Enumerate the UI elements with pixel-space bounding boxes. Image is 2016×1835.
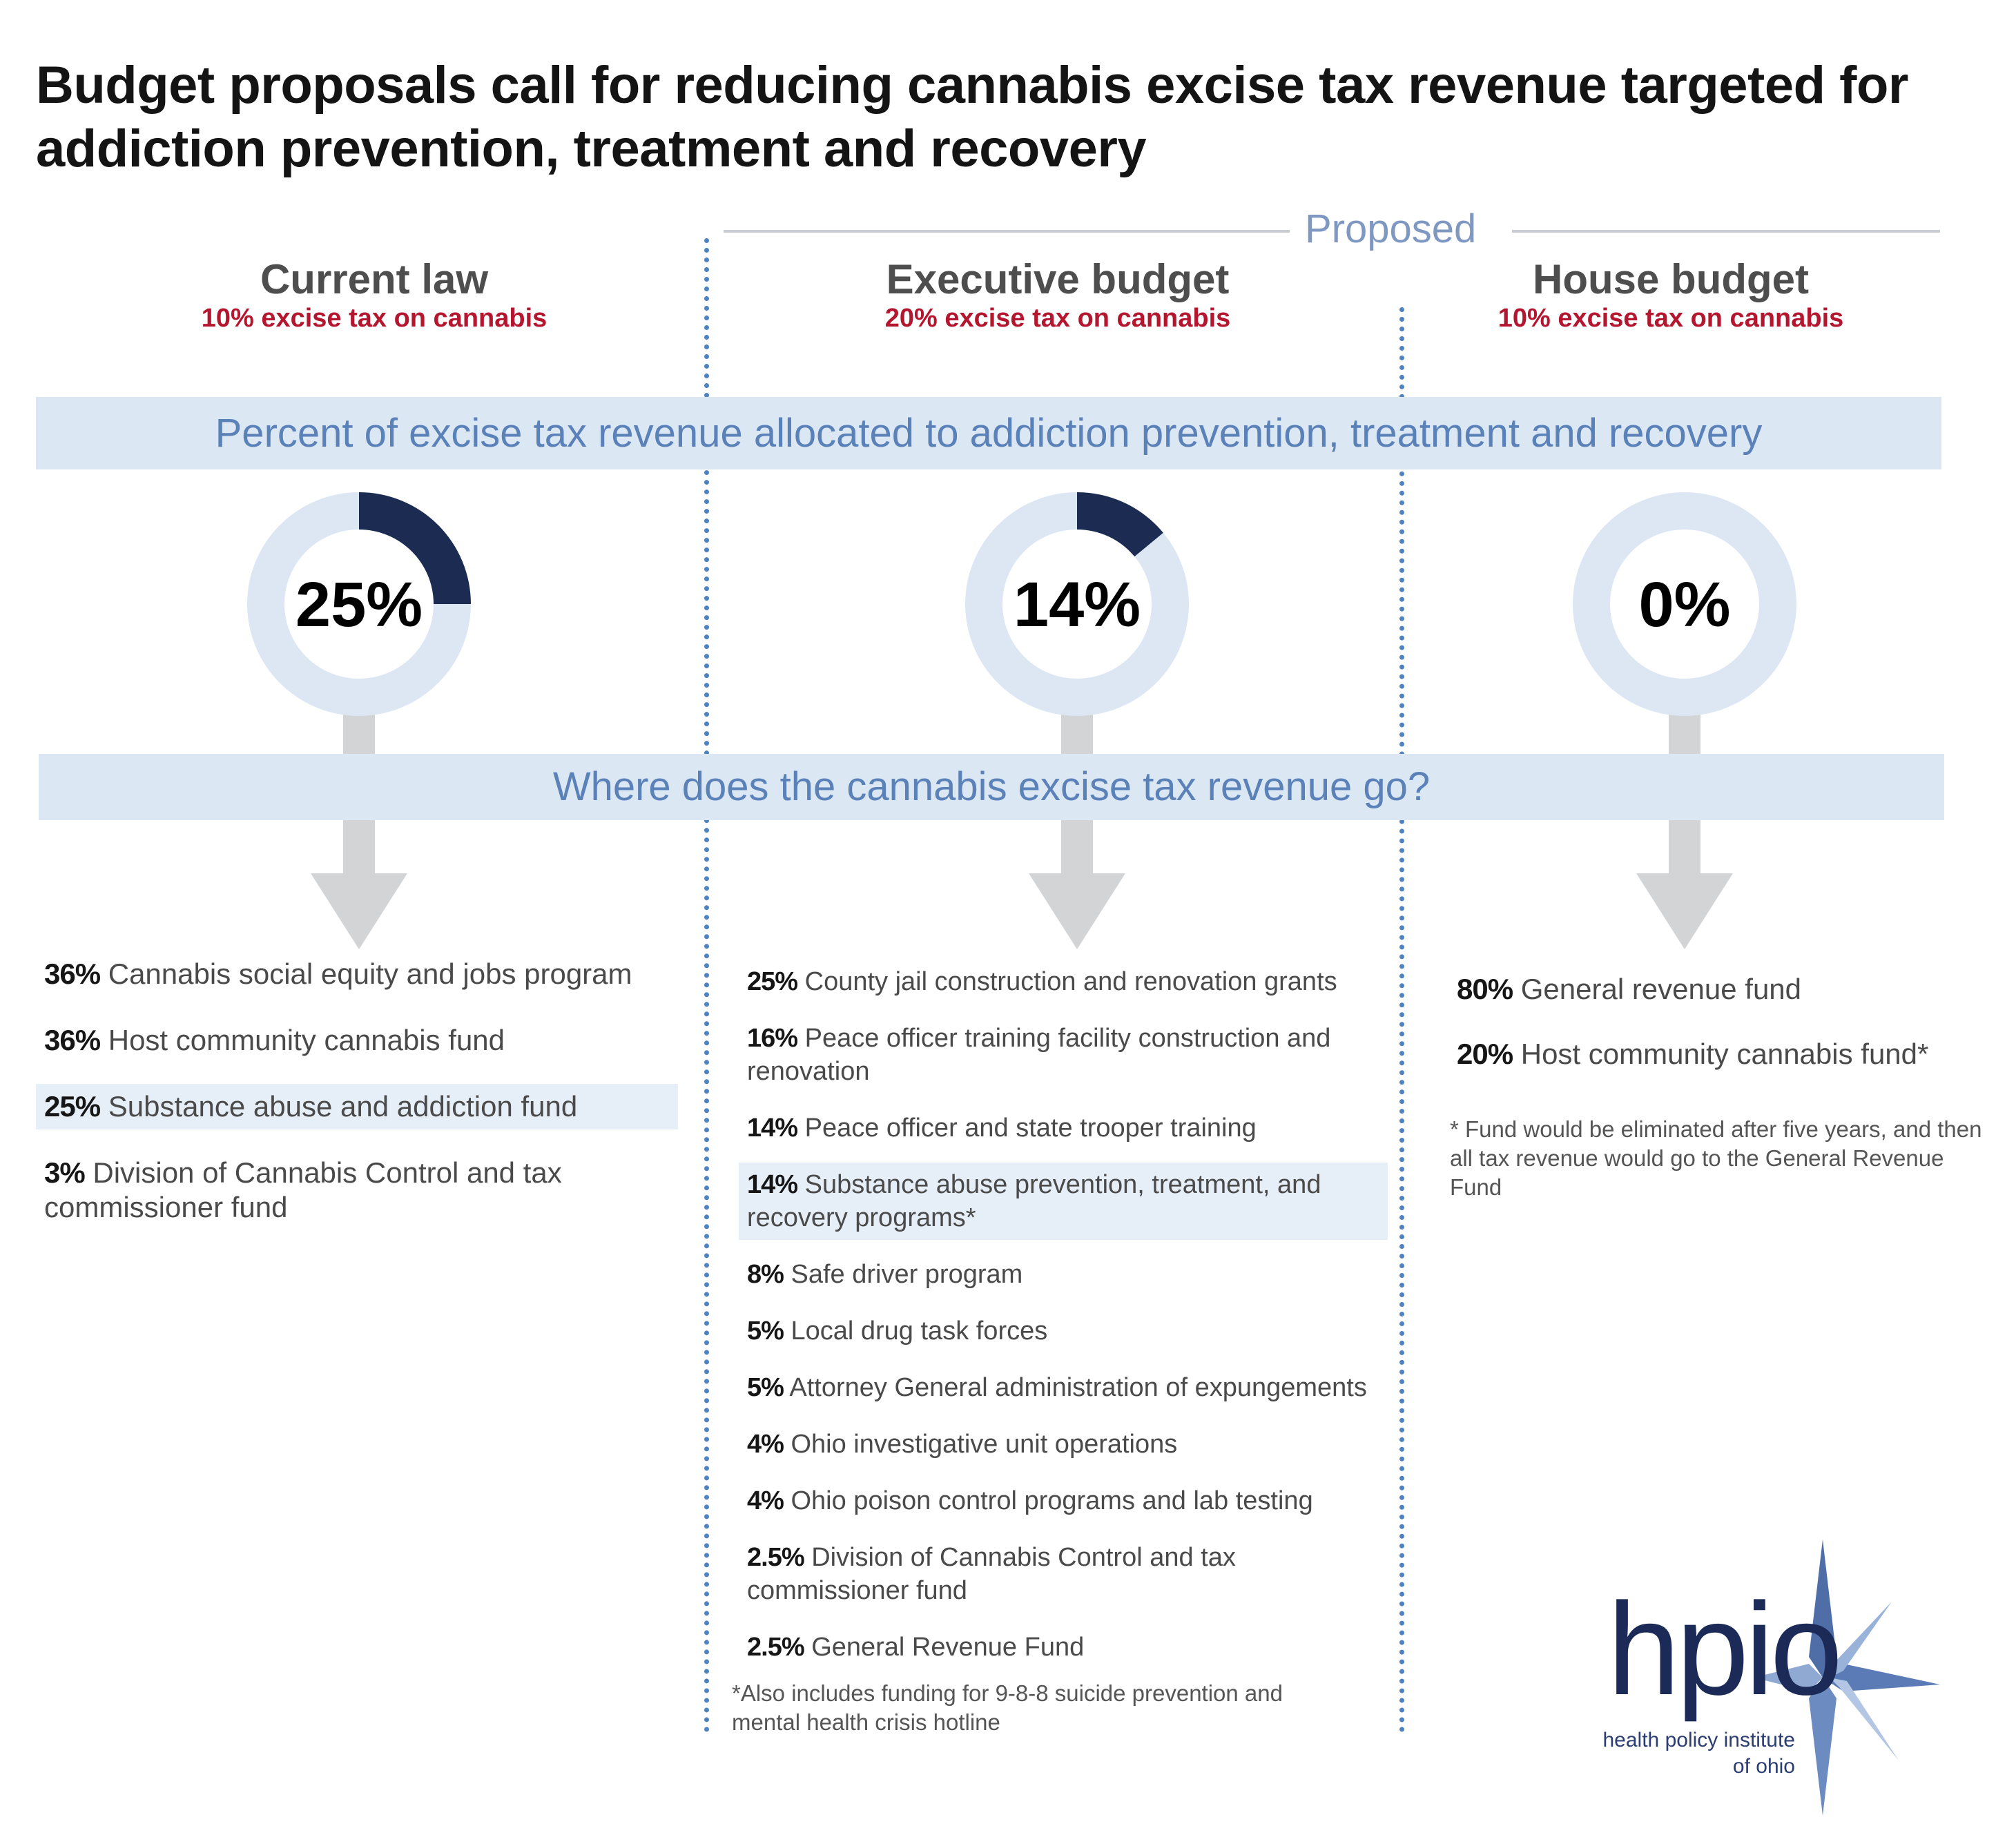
donut-executive-slice (1077, 492, 1163, 557)
page-title: Budget proposals call for reducing canna… (36, 56, 1908, 178)
arrow-house (1636, 697, 1733, 949)
column-heading-current: Current law (260, 256, 489, 302)
list-item: 16% Peace officer training facility cons… (747, 1024, 1331, 1086)
compass-star-icon (1754, 1540, 1940, 1816)
column-heading-house: House budget (1533, 256, 1809, 302)
house-footnote: * Fund would be eliminated after five ye… (1450, 1116, 1982, 1200)
list-item: 5% Attorney General administration of ex… (747, 1373, 1367, 1402)
list-item: 14% Peace officer and state trooper trai… (747, 1114, 1257, 1143)
column-divider-1 (704, 238, 709, 1733)
house-allocation-list: 80% General revenue fund 20% Host commun… (1448, 967, 2001, 1096)
donut-house: 0% (1573, 492, 1796, 716)
list-item: 2.5% General Revenue Fund (747, 1633, 1085, 1662)
column-subheading-executive: 20% excise tax on cannabis (884, 304, 1231, 333)
arrow-executive (1029, 697, 1125, 949)
allocation-band: Percent of excise tax revenue allocated … (36, 397, 1941, 469)
column-heading-executive: Executive budget (886, 256, 1230, 302)
donut-executive-label: 14% (1014, 570, 1141, 640)
list-item: 80% General revenue fund (1457, 973, 1802, 1005)
hpio-logo-line2: of ohio (1732, 1755, 1795, 1778)
donut-executive: 14% (965, 492, 1189, 716)
where-band-label: Where does the cannabis excise tax reven… (552, 764, 1431, 809)
hpio-logo-wordmark: hpio (1607, 1576, 1843, 1722)
current-allocation-list: 36% Cannabis social equity and jobs prog… (36, 951, 678, 1251)
proposed-divider-right (1512, 230, 1940, 233)
executive-footnote: *Also includes funding for 9-8-8 suicide… (732, 1680, 1283, 1735)
column-subheading-current: 10% excise tax on cannabis (201, 304, 547, 333)
list-item: 25% County jail construction and renovat… (747, 967, 1337, 996)
proposed-label: Proposed (1305, 206, 1477, 251)
donut-current: 25% (247, 492, 471, 716)
list-item: 4% Ohio poison control programs and lab … (747, 1486, 1313, 1515)
list-item: 36% Cannabis social equity and jobs prog… (44, 958, 632, 990)
list-item: 4% Ohio investigative unit operations (747, 1430, 1178, 1459)
list-item: 5% Local drug task forces (747, 1317, 1048, 1346)
list-item: 2.5% Division of Cannabis Control and ta… (747, 1543, 1236, 1605)
column-divider-2 (1399, 307, 1404, 1733)
executive-allocation-list: 25% County jail construction and renovat… (739, 960, 1388, 1682)
hpio-logo-line1: health policy institute (1602, 1729, 1796, 1751)
list-item-highlighted: 25% Substance abuse and addiction fund (36, 1084, 678, 1129)
where-band: Where does the cannabis excise tax reven… (39, 754, 1944, 820)
donut-house-label: 0% (1639, 570, 1731, 640)
list-item: 8% Safe driver program (747, 1260, 1023, 1289)
list-item: 3% Division of Cannabis Control and tax … (44, 1156, 562, 1223)
allocation-band-label: Percent of excise tax revenue allocated … (215, 411, 1763, 456)
proposed-divider-left (724, 230, 1290, 233)
list-item-highlighted: 14% Substance abuse prevention, treatmen… (739, 1163, 1388, 1240)
donut-current-label: 25% (295, 570, 423, 640)
donut-charts: 25% 14% 0% (247, 492, 1796, 949)
list-item: 20% Host community cannabis fund* (1457, 1038, 1929, 1070)
list-item: 36% Host community cannabis fund (44, 1024, 505, 1056)
arrow-current (311, 697, 407, 949)
donut-current-slice (359, 492, 471, 604)
column-subheading-house: 10% excise tax on cannabis (1498, 304, 1844, 333)
